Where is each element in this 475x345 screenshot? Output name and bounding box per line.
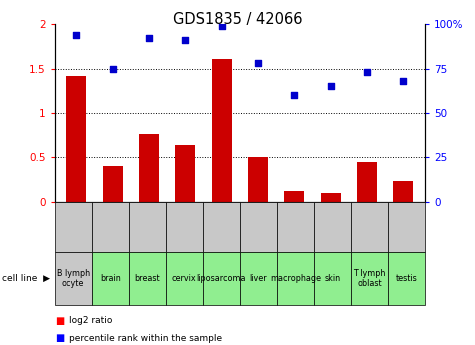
Text: GSM90613: GSM90613 — [365, 202, 374, 252]
Point — [363, 69, 371, 75]
Text: liposarcoma: liposarcoma — [197, 274, 246, 283]
Text: cervix: cervix — [172, 274, 197, 283]
Bar — [321, 193, 341, 202]
Text: GSM90616: GSM90616 — [402, 202, 411, 252]
Text: log2 ratio: log2 ratio — [69, 316, 112, 325]
Point — [327, 83, 334, 89]
Text: GSM90619: GSM90619 — [217, 202, 226, 252]
Point — [109, 66, 116, 71]
Bar — [103, 166, 123, 202]
Bar — [212, 59, 232, 202]
Text: GSM90614: GSM90614 — [291, 202, 300, 252]
Text: GSM90615: GSM90615 — [180, 202, 189, 252]
Point — [291, 92, 298, 98]
Text: macrophage: macrophage — [270, 274, 321, 283]
Text: ■: ■ — [55, 316, 64, 326]
Bar — [139, 134, 159, 202]
Text: ■: ■ — [55, 333, 64, 343]
Bar — [66, 76, 86, 202]
Text: GSM90612: GSM90612 — [254, 202, 263, 252]
Text: GSM90611: GSM90611 — [69, 202, 77, 252]
Text: GSM90618: GSM90618 — [106, 202, 114, 252]
Text: GDS1835 / 42066: GDS1835 / 42066 — [173, 12, 302, 27]
Bar — [393, 181, 413, 202]
Bar — [175, 145, 195, 202]
Point — [145, 36, 153, 41]
Bar — [357, 162, 377, 202]
Text: breast: breast — [134, 274, 160, 283]
Text: liver: liver — [249, 274, 267, 283]
Text: GSM90617: GSM90617 — [143, 202, 152, 252]
Text: T lymph
oblast: T lymph oblast — [353, 269, 386, 288]
Bar — [248, 157, 268, 202]
Bar — [285, 191, 304, 202]
Point — [254, 60, 262, 66]
Point — [181, 37, 189, 43]
Text: brain: brain — [100, 274, 121, 283]
Text: skin: skin — [324, 274, 341, 283]
Text: percentile rank within the sample: percentile rank within the sample — [69, 334, 222, 343]
Point — [73, 32, 80, 38]
Text: GSM90620: GSM90620 — [328, 202, 337, 252]
Point — [399, 78, 407, 84]
Point — [218, 23, 226, 29]
Text: cell line  ▶: cell line ▶ — [2, 274, 50, 283]
Text: testis: testis — [396, 274, 418, 283]
Text: B lymph
ocyte: B lymph ocyte — [57, 269, 90, 288]
